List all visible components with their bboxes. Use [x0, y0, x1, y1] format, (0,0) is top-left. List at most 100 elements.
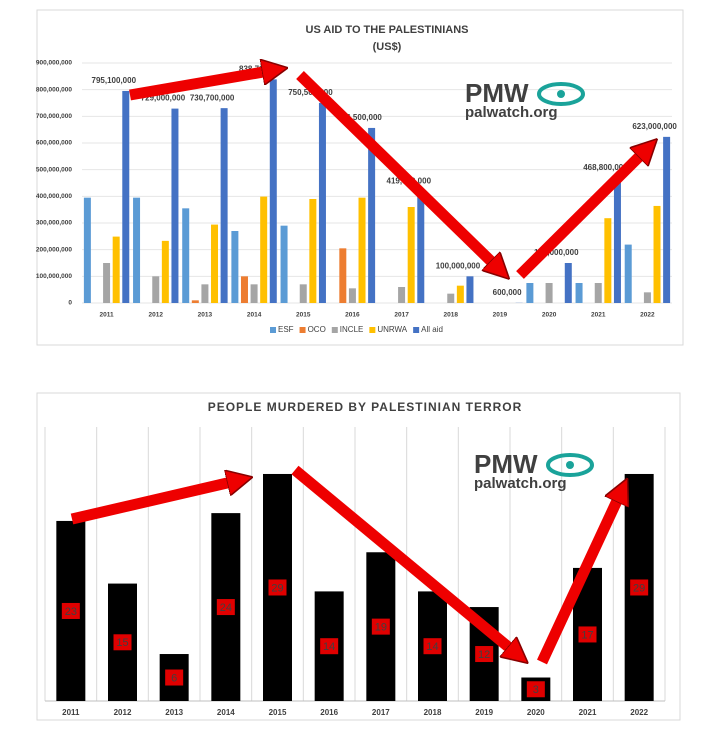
- bar: [191, 300, 199, 303]
- data-label-box: [423, 638, 442, 655]
- legend-swatch: [331, 327, 338, 333]
- y-tick-label: 100,000,000: [36, 273, 73, 280]
- x-tick-label: 2012: [149, 312, 164, 319]
- x-tick-label: 2020: [542, 312, 557, 319]
- data-label-box: [61, 602, 80, 619]
- data-label-box: [526, 681, 545, 698]
- y-tick-label: 700,000,000: [36, 113, 73, 120]
- data-label: 15: [116, 637, 128, 649]
- x-tick-label: 2013: [165, 708, 183, 717]
- bar: [211, 224, 219, 303]
- legend-label: INCLE: [340, 325, 364, 334]
- bar: [280, 225, 288, 303]
- legend-label: UNRWA: [377, 325, 407, 334]
- bar: [240, 276, 248, 303]
- bar: [220, 108, 228, 303]
- chart-title: US AID TO THE PALESTINIANS: [306, 24, 469, 36]
- arrows: [70, 70, 648, 665]
- bar: [653, 205, 661, 303]
- legend-swatch: [299, 327, 306, 333]
- bar: [171, 108, 179, 303]
- data-label: 19: [375, 622, 387, 634]
- x-tick-label: 2021: [579, 708, 597, 717]
- data-label-box: [113, 634, 132, 651]
- legend-swatch: [369, 327, 376, 333]
- y-tick-label: 900,000,000: [36, 60, 73, 67]
- bar: [339, 248, 347, 303]
- data-label: 795,100,000: [92, 76, 137, 85]
- bar: [407, 207, 415, 303]
- arrow: [537, 490, 622, 665]
- data-label: 600,000: [493, 288, 522, 297]
- data-label: 6: [171, 672, 177, 684]
- data-label-box: [371, 618, 390, 635]
- y-tick-label: 600,000,000: [36, 140, 73, 147]
- y-tick-label: 0: [68, 300, 72, 307]
- bar: [564, 263, 572, 303]
- bar: [624, 244, 632, 303]
- logo-eye: [546, 453, 594, 477]
- data-label: 730,700,000: [190, 93, 235, 102]
- bar: [318, 102, 326, 303]
- logo-eye: [537, 82, 585, 106]
- y-tick-label: 200,000,000: [36, 246, 73, 253]
- bar: [231, 231, 239, 303]
- bar: [466, 276, 474, 303]
- bar: [201, 284, 209, 303]
- bar: [152, 276, 160, 303]
- logo-text: PMW: [465, 78, 529, 108]
- data-label-box: [578, 626, 597, 643]
- data-label: 100,000,000: [436, 261, 481, 270]
- bar: [643, 292, 651, 303]
- bar: [447, 293, 455, 303]
- logo-pupil: [566, 461, 574, 469]
- bar: [309, 199, 317, 303]
- bar: [122, 90, 130, 304]
- x-tick-label: 2015: [269, 708, 287, 717]
- x-tick-label: 2014: [247, 312, 262, 319]
- data-label-box: [630, 579, 649, 596]
- data-label: 24: [220, 602, 232, 614]
- bar: [398, 287, 406, 303]
- x-tick-label: 2018: [424, 708, 442, 717]
- legend-swatch: [270, 327, 276, 333]
- x-tick-label: 2011: [62, 708, 80, 717]
- data-label: 14: [426, 641, 438, 653]
- bar: [260, 196, 268, 303]
- bar: [575, 283, 583, 303]
- arrow: [516, 148, 648, 279]
- x-tick-label: 2012: [114, 708, 132, 717]
- bar: [613, 177, 621, 303]
- bar: [250, 284, 258, 303]
- legend-label: ESF: [278, 325, 294, 334]
- data-label: 623,000,000: [632, 122, 677, 131]
- data-label: 17: [581, 629, 593, 641]
- bar: [456, 285, 464, 303]
- data-label: 656,500,000: [337, 113, 382, 122]
- data-label-box: [268, 579, 287, 596]
- bar: [368, 127, 376, 303]
- legend-label: All aid: [421, 325, 443, 334]
- x-tick-label: 2021: [591, 312, 606, 319]
- x-tick-label: 2017: [394, 312, 409, 319]
- data-label: 729,000,000: [141, 94, 186, 103]
- x-tick-label: 2019: [493, 312, 508, 319]
- x-tick-label: 2016: [345, 312, 360, 319]
- bar: [526, 283, 534, 303]
- data-label: 150,000,000: [534, 248, 579, 257]
- arrow: [129, 70, 275, 101]
- data-label: 14: [323, 641, 335, 653]
- data-label: 29: [633, 582, 645, 594]
- data-label-box: [320, 638, 339, 655]
- bar: [133, 197, 141, 303]
- bar: [112, 236, 120, 303]
- x-tick-label: 2014: [217, 708, 235, 717]
- bar: [161, 240, 169, 303]
- arrow: [296, 71, 500, 270]
- data-label: 3: [533, 684, 539, 696]
- bar: [358, 197, 366, 303]
- data-label: 468,800,000: [583, 163, 628, 172]
- logo-url: palwatch.org: [465, 104, 558, 121]
- y-tick-label: 300,000,000: [36, 220, 73, 227]
